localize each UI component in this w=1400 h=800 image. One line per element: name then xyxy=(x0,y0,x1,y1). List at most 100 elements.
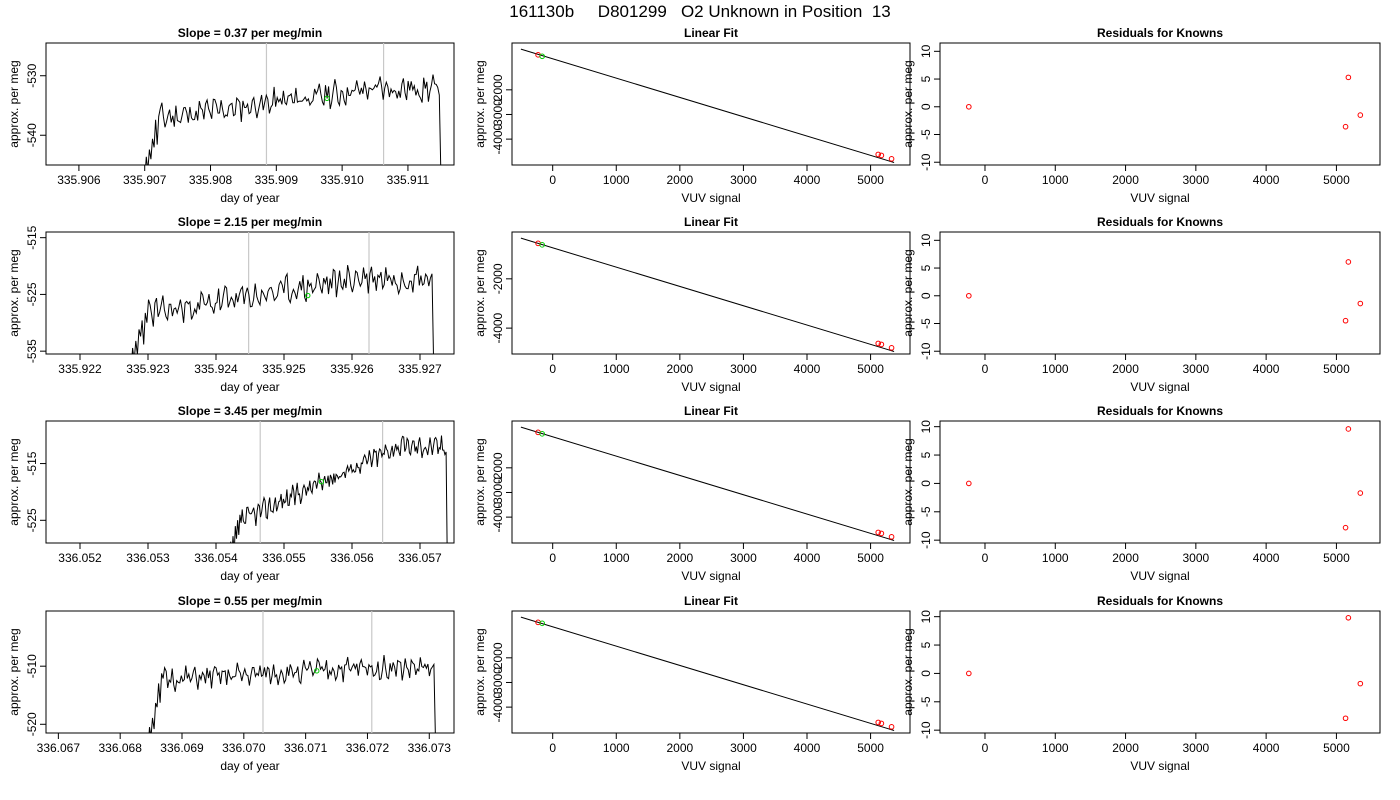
plot-frame xyxy=(511,42,911,166)
x-tick-label: 0 xyxy=(982,551,989,565)
timeseries-panel: Slope = 3.45 per meg/min 336.052 336.053 33… xyxy=(7,404,455,583)
residual-point xyxy=(966,670,972,677)
panel-title: Slope = 3.45 per meg/min xyxy=(178,404,322,418)
y-tick-label: -525 xyxy=(25,508,39,532)
x-tick-label: 335.906 xyxy=(57,173,101,187)
residual-point xyxy=(1357,680,1364,687)
y-tick-label: -10 xyxy=(919,721,933,739)
x-tick-label: 3000 xyxy=(730,173,757,187)
x-tick-label: 336.072 xyxy=(346,741,390,755)
x-tick-label: 4000 xyxy=(1253,551,1280,565)
x-tick-label: 4000 xyxy=(794,551,821,565)
y-tick-label: -530 xyxy=(25,63,39,87)
residual-point xyxy=(1345,615,1352,621)
x-tick-label: 1000 xyxy=(1042,362,1069,376)
x-tick-label: 3000 xyxy=(730,362,757,376)
y-axis-label: approx. per meg xyxy=(473,628,487,715)
panel-title: Linear Fit xyxy=(684,404,738,418)
x-tick-label: 335.923 xyxy=(126,362,170,376)
y-tick-label: -5 xyxy=(919,506,933,517)
panel-title: Linear Fit xyxy=(684,215,738,229)
known-point xyxy=(875,151,882,158)
x-axis-label: day of year xyxy=(220,759,279,773)
fit-line xyxy=(520,237,895,353)
known-point xyxy=(888,534,895,540)
y-tick-label: 0 xyxy=(919,670,933,677)
x-tick-label: 336.073 xyxy=(408,741,452,755)
y-tick-label: 5 xyxy=(919,75,933,82)
y-axis-label: approx. per meg xyxy=(7,628,21,715)
panel-title: Linear Fit xyxy=(684,594,738,608)
signal-trace xyxy=(145,74,442,165)
x-axis-label: VUV signal xyxy=(681,191,740,205)
timeseries-panel: Slope = 0.37 per meg/min 335.906 335.907 33… xyxy=(7,26,455,205)
y-tick-label: -525 xyxy=(25,282,39,306)
y-tick-label: 5 xyxy=(919,451,933,458)
panel-title: Residuals for Knowns xyxy=(1097,594,1223,608)
x-tick-label: 5000 xyxy=(1323,551,1350,565)
known-point xyxy=(888,156,895,162)
x-tick-label: 335.911 xyxy=(387,173,430,187)
linear-fit-panel: Linear Fit 0 1000 2000 3000 4000 5000 -2000-300… xyxy=(473,594,911,773)
panel-title: Slope = 0.55 per meg/min xyxy=(178,594,322,608)
x-tick-label: 336.067 xyxy=(37,741,81,755)
panel-title: Residuals for Knowns xyxy=(1097,215,1223,229)
x-axis-label: day of year xyxy=(220,569,279,583)
plot-area xyxy=(148,611,436,733)
y-tick-label: -10 xyxy=(919,531,933,549)
y-tick-label: -5 xyxy=(919,129,933,140)
y-axis-label: approx. per meg xyxy=(901,438,915,525)
y-axis-label: approx. per meg xyxy=(7,60,21,147)
x-tick-label: 5000 xyxy=(1323,741,1350,755)
y-axis-label: approx. per meg xyxy=(901,628,915,715)
residuals-panel: Residuals for Knowns 0 1000 2000 3000 4000 500… xyxy=(901,26,1381,205)
x-tick-label: 4000 xyxy=(794,741,821,755)
x-tick-label: 335.922 xyxy=(58,362,102,376)
y-tick-label: -10 xyxy=(919,342,933,360)
x-tick-label: 336.055 xyxy=(262,551,306,565)
y-tick-label: 10 xyxy=(919,233,933,247)
y-tick-label: -10 xyxy=(919,153,933,171)
x-tick-label: 1000 xyxy=(1042,173,1069,187)
x-tick-label: 336.070 xyxy=(222,741,266,755)
panel-title: Slope = 2.15 per meg/min xyxy=(178,215,322,229)
x-tick-label: 4000 xyxy=(1253,741,1280,755)
y-tick-label: 10 xyxy=(919,610,933,624)
x-tick-label: 5000 xyxy=(857,173,884,187)
x-tick-label: 4000 xyxy=(794,173,821,187)
y-tick-label: 10 xyxy=(919,44,933,58)
x-tick-label: 2000 xyxy=(1112,173,1139,187)
x-tick-label: 336.057 xyxy=(398,551,442,565)
x-axis-label: day of year xyxy=(220,380,279,394)
x-tick-label: 4000 xyxy=(1253,173,1280,187)
known-point xyxy=(878,341,885,348)
y-tick-label: -4000 xyxy=(491,501,505,532)
y-tick-label: -515 xyxy=(25,225,39,249)
timeseries-panel: Slope = 2.15 per meg/min 335.922 335.923 33… xyxy=(7,215,455,394)
x-tick-label: 2000 xyxy=(1112,551,1139,565)
unknown-point xyxy=(539,620,545,627)
known-point xyxy=(888,724,895,730)
residual-point xyxy=(1357,490,1364,496)
x-tick-label: 0 xyxy=(982,173,989,187)
linear-fit-panel: Linear Fit 0 1000 2000 3000 4000 5000 -2000 -400… xyxy=(473,215,911,394)
x-tick-label: 336.052 xyxy=(58,551,102,565)
y-tick-label: -3000 xyxy=(491,477,505,508)
plot-area xyxy=(966,74,1364,130)
panel-title: Residuals for Knowns xyxy=(1097,26,1223,40)
known-point xyxy=(875,719,882,726)
residual-point xyxy=(1345,426,1352,432)
fit-line xyxy=(520,48,895,164)
x-tick-label: 3000 xyxy=(730,551,757,565)
y-tick-label: -510 xyxy=(25,654,39,678)
residuals-panel: Residuals for Knowns 0 1000 2000 3000 4000 500… xyxy=(901,594,1381,773)
unknown-marker xyxy=(324,95,330,102)
plot-frame xyxy=(511,420,911,544)
residual-point xyxy=(966,292,972,299)
y-tick-label: -540 xyxy=(25,123,39,147)
x-tick-label: 1000 xyxy=(603,362,630,376)
y-tick-label: -5 xyxy=(919,696,933,707)
x-tick-label: 2000 xyxy=(666,173,693,187)
x-tick-label: 3000 xyxy=(1182,362,1209,376)
y-axis-label: approx. per meg xyxy=(901,60,915,147)
